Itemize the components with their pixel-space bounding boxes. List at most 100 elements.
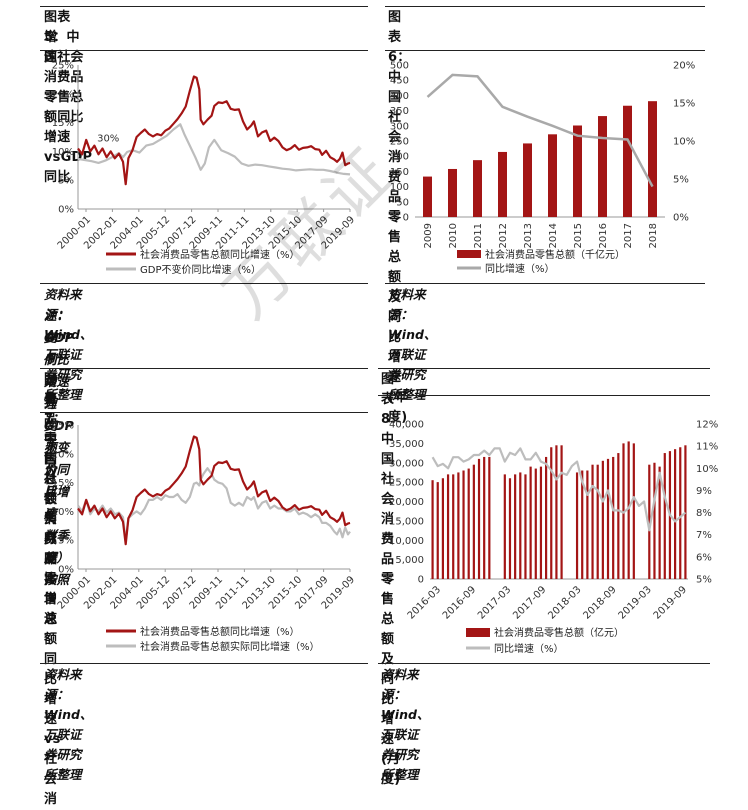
bar: [503, 474, 506, 579]
figure-7-bottom-rule: [40, 663, 368, 664]
y2-tick-label: 15%: [673, 99, 695, 110]
y-tick-label: 450: [390, 76, 409, 87]
bar: [598, 116, 607, 217]
x-tick-label: 2015: [573, 223, 584, 248]
figure-5-title-line2: 增速: [44, 30, 58, 65]
bar: [648, 101, 657, 217]
figure-7-top-rule: [40, 368, 368, 369]
y2-tick-label: 5%: [673, 175, 689, 186]
bar: [581, 470, 584, 579]
bar: [472, 464, 475, 579]
y-tick-label: 0: [403, 213, 409, 224]
x-tick-label: 2014: [548, 223, 559, 248]
x-tick-label: 2019-09: [652, 584, 689, 621]
figure-8-bottom-rule: [378, 663, 710, 664]
bar: [514, 474, 517, 579]
figure-6-title: 图表6：中国社会消费品零售总额及同比增速(年度): [388, 10, 411, 425]
series-line-comparison: [77, 467, 351, 543]
bar: [462, 470, 465, 579]
bar: [446, 474, 450, 579]
y-tick-label: 5,000: [395, 555, 424, 566]
y-tick-label: 50: [396, 197, 409, 208]
y2-tick-label: 9%: [696, 486, 712, 497]
y2-tick-label: 12%: [696, 420, 718, 431]
series-line-retail-sales: [77, 75, 351, 186]
x-tick-label: 2019-03: [617, 584, 654, 621]
legend-label: 社会消费品零售总额同比增速（%）: [140, 248, 300, 261]
bar: [452, 474, 455, 579]
legend-label: GDP不变价同比增速（%）: [140, 263, 261, 276]
bar: [467, 468, 470, 579]
bar: [612, 456, 615, 579]
figure-6-chart: 0 50 100 150 200 250 300 350 400 450 500 0% 5% 10% 15%…: [390, 61, 695, 276]
y2-tick-label: 0%: [673, 213, 689, 224]
bar: [679, 447, 682, 579]
y2-tick-label: 11%: [696, 442, 718, 453]
y2-tick-label: 10%: [696, 464, 718, 475]
bar: [648, 464, 651, 579]
bar: [539, 466, 543, 579]
bar: [436, 482, 439, 579]
x-tick-label: 2012: [498, 223, 509, 248]
bar: [524, 474, 527, 579]
figure-6-title-rule: [385, 50, 705, 51]
bar: [627, 441, 630, 579]
figure-8-title-rule: [378, 395, 710, 396]
y2-tick-label: 7%: [696, 530, 712, 541]
y-tick-label: 10,000: [389, 536, 424, 547]
y2-tick-label: 10%: [673, 137, 695, 148]
x-tick-label: 2011: [473, 223, 484, 248]
y-tick-label: 25%: [52, 61, 74, 72]
legend-swatch: [466, 628, 490, 637]
figure-5-source: 资料来源：Wind、万联证券研究所整理: [44, 287, 93, 402]
x-tick-label: 2013: [523, 223, 534, 248]
bar: [548, 134, 557, 217]
bar: [545, 456, 548, 579]
x-tick-label: 2016-09: [441, 584, 478, 621]
y-tick-label: 20%: [52, 449, 74, 460]
y-tick-label: 25,000: [389, 478, 424, 489]
x-tick-label: 2018-03: [546, 584, 583, 621]
bar: [591, 464, 594, 579]
figure-5-top-rule: [40, 6, 368, 7]
y-tick-label: 5%: [58, 536, 74, 547]
bar: [575, 472, 579, 579]
bar: [529, 466, 532, 579]
y-tick-label: 500: [390, 61, 409, 72]
bar: [623, 105, 632, 217]
legend-label: 社会消费品零售总额实际同比增速（%）: [140, 640, 320, 653]
x-tick-label: 2009: [423, 223, 434, 248]
figure-7-source: 资料来源：Wind、万联证券研究所整理: [44, 667, 93, 782]
x-tick-label: 2016: [598, 223, 609, 248]
bar: [560, 445, 563, 579]
y-tick-label: 30,000: [389, 458, 424, 469]
figure-6-top-rule: [385, 6, 705, 7]
figure-5-title-rule: [40, 50, 368, 51]
bar: [477, 458, 481, 579]
bar: [601, 460, 604, 579]
figure-5-note-line1: 注：GDP同比增速为GDP不变价同比增速（季度）按照: [44, 308, 74, 587]
y-tick-label: 300: [390, 121, 409, 132]
bar: [586, 470, 589, 579]
y-tick-label: 10%: [52, 507, 74, 518]
bar: [555, 445, 558, 579]
x-tick-label: 2017: [623, 223, 634, 248]
series-line-comparison: [77, 123, 351, 176]
series-line-retail-sales: [77, 435, 351, 546]
figure-5-chart: 0%5%10%15%20%25%2000-012002-012004-01200…: [52, 61, 357, 277]
bar: [508, 478, 512, 579]
annotation-label: 30%: [97, 134, 119, 145]
legend-label: 同比增速（%）: [494, 642, 564, 655]
x-tick-label: 2017-03: [476, 584, 513, 621]
figure-6-source: 资料来源：Wind、万联证券研究所整理: [388, 287, 437, 402]
x-tick-label: 2016-03: [406, 584, 443, 621]
x-tick-label: 2018-09: [581, 584, 618, 621]
y2-tick-label: 5%: [696, 575, 712, 586]
y-tick-label: 5%: [58, 176, 74, 187]
bar: [663, 453, 666, 579]
x-tick-label: 2017-09: [511, 584, 548, 621]
bar: [423, 176, 432, 217]
legend-swatch: [457, 250, 481, 258]
y-tick-label: 0%: [58, 565, 74, 576]
y-tick-label: 100: [390, 182, 409, 193]
